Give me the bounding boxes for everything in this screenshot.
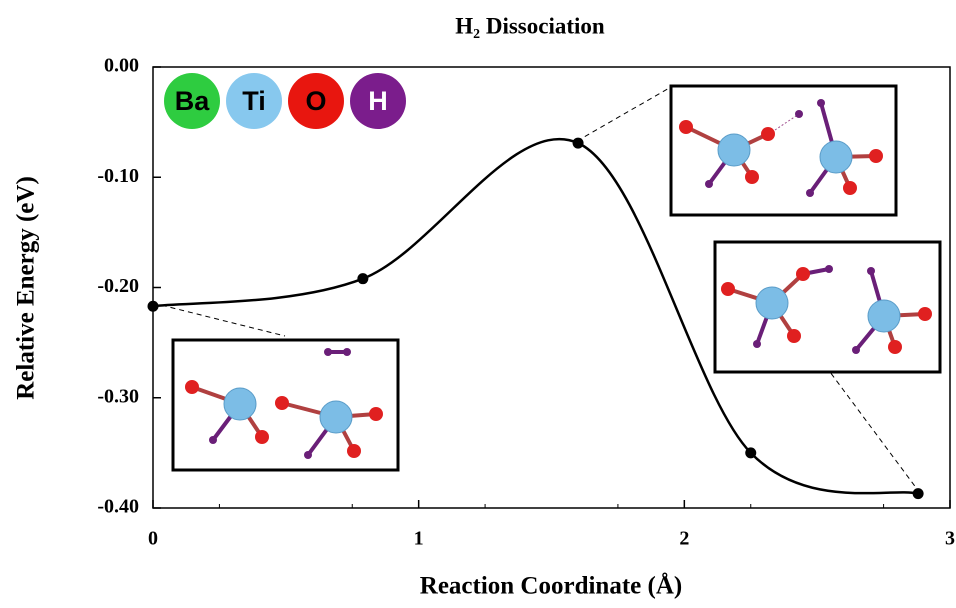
y-tick-label: -0.40	[97, 496, 139, 518]
element-label: H	[368, 86, 388, 116]
y-tick-label: -0.30	[97, 385, 139, 407]
element-label: Ba	[175, 86, 210, 116]
point	[357, 273, 369, 285]
inset-transition	[669, 84, 898, 217]
y-tick-label: -0.10	[97, 165, 139, 187]
element-swatch	[164, 73, 220, 129]
x-tick-label: 1	[414, 528, 424, 550]
element-label: O	[305, 86, 326, 116]
connectors	[152, 86, 921, 494]
element-swatch	[226, 73, 282, 129]
plot: 0.00 -0.10 -0.20 -0.30 -0.40 0 1 2 3	[97, 55, 955, 550]
point	[745, 447, 757, 459]
x-axis-label: Reaction Coordinate (Å)	[420, 572, 682, 600]
chart-title: H₂ Dissociation	[455, 13, 605, 38]
y-axis-label: Relative Energy (eV)	[13, 176, 40, 400]
point	[912, 488, 924, 500]
y-tick-label: -0.20	[97, 275, 139, 297]
element-label: Ti	[242, 86, 266, 116]
inset-initial	[171, 338, 400, 472]
element-legend: Ba Ti O H	[164, 73, 406, 129]
element-swatch	[350, 73, 406, 129]
point	[147, 300, 159, 312]
point	[572, 137, 584, 149]
element-swatch	[288, 73, 344, 129]
x-tick-label: 0	[148, 528, 158, 550]
x-tick-label: 3	[945, 528, 955, 550]
inset-final	[713, 240, 942, 374]
y-tick-label: 0.00	[104, 55, 139, 77]
x-tick-label: 2	[679, 528, 689, 550]
